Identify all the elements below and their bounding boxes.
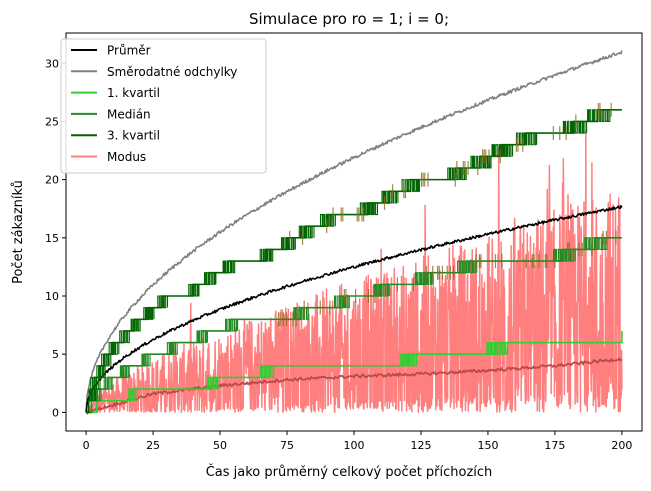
x-tick-label: 150 <box>477 439 498 452</box>
legend-item: 1. kvartil <box>71 86 160 100</box>
y-tick-label: 0 <box>52 406 59 419</box>
series-sm-rodatn-odchylky <box>85 50 623 413</box>
y-tick-label: 15 <box>45 232 59 245</box>
x-tick-label: 50 <box>213 439 227 452</box>
y-tick-label: 25 <box>45 115 59 128</box>
x-tick-label: 25 <box>146 439 160 452</box>
legend-item: Směrodatné odchylky <box>71 65 237 79</box>
y-tick-label: 30 <box>45 57 59 70</box>
legend-item: Průměr <box>71 44 151 58</box>
x-tick-label: 100 <box>344 439 365 452</box>
y-tick-label: 5 <box>52 348 59 361</box>
x-tick-label: 125 <box>410 439 431 452</box>
legend-label: Modus <box>107 150 146 164</box>
legend-label: 1. kvartil <box>107 86 160 100</box>
legend-label: Směrodatné odchylky <box>107 65 237 79</box>
legend-label: Průměr <box>107 44 151 58</box>
chart-title: Simulace pro ro = 1; i = 0; <box>249 10 449 28</box>
legend-item: Medián <box>71 107 151 121</box>
x-tick-label: 0 <box>83 439 90 452</box>
y-axis-label: Počet zákazníků <box>11 180 26 284</box>
legend-label: Medián <box>107 107 151 121</box>
legend-item: 3. kvartil <box>71 129 160 143</box>
x-axis-ticks: 0 25 50 75 100 125 150 175 200 <box>83 431 632 452</box>
legend-label: 3. kvartil <box>107 129 160 143</box>
legend-item: Modus <box>71 150 146 164</box>
series-pr-m-r <box>85 205 623 413</box>
legend: Průměr Směrodatné odchylky 1. kvartil Mediá… <box>60 38 267 174</box>
modus-overlap-marks <box>277 102 617 327</box>
x-axis-label: Čas jako průměrný celkový počet příchozí… <box>206 464 493 480</box>
plot-lines <box>85 50 623 415</box>
legend-box <box>60 38 267 174</box>
x-tick-label: 75 <box>280 439 294 452</box>
x-tick-label: 200 <box>611 439 632 452</box>
series-3-kvartil <box>86 109 622 414</box>
y-tick-label: 10 <box>45 290 59 303</box>
y-tick-label: 20 <box>45 174 59 187</box>
series-1-kvartil <box>86 330 623 414</box>
x-tick-label: 175 <box>544 439 565 452</box>
